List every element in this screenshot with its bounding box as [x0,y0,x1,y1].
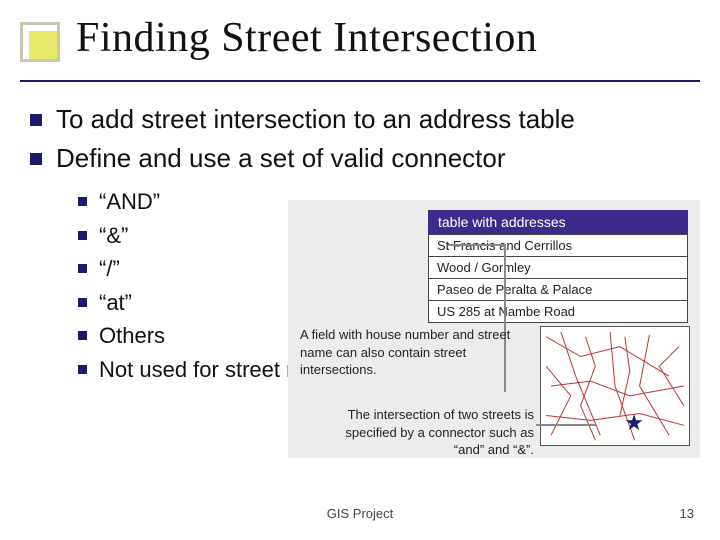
square-bullet-icon [78,365,87,374]
square-bullet-icon [78,264,87,273]
bullet-text: To add street intersection to an address… [56,104,575,135]
table-row: Wood / Gormley [429,257,688,279]
callout-line-icon [536,424,596,426]
page-number: 13 [680,506,694,521]
bullet-l1: To add street intersection to an address… [30,104,700,135]
title-bullet-icon [20,22,60,62]
table-cell: Wood / Gormley [429,257,688,279]
sub-bullet-text: “&” [99,222,128,250]
title-area: Finding Street Intersection [20,10,700,82]
figure-table: St Francis and Cerrillos Wood / Gormley … [428,234,688,323]
square-bullet-icon [78,231,87,240]
sub-bullet-text: “at” [99,289,132,317]
figure-table-header: table with addresses [428,210,688,234]
star-icon: ★ [624,410,644,436]
square-bullet-icon [30,153,42,165]
figure-caption: The intersection of two streets is speci… [312,406,534,459]
footer: GIS Project 13 [0,506,720,526]
table-row: Paseo de Peralta & Palace [429,279,688,301]
footer-text: GIS Project [327,506,393,521]
table-row: US 285 at Nambe Road [429,301,688,323]
bullet-l1: Define and use a set of valid connector [30,143,700,174]
square-bullet-icon [78,298,87,307]
slide-title: Finding Street Intersection [76,14,537,62]
square-bullet-icon [78,197,87,206]
figure-map [540,326,690,446]
figure-panel: table with addresses St Francis and Cerr… [288,200,700,458]
sub-bullet-text: Others [99,322,165,350]
sub-bullet-text: “/” [99,255,120,283]
table-cell: US 285 at Nambe Road [429,301,688,323]
map-icon [541,327,689,445]
square-bullet-icon [78,331,87,340]
figure-caption: A field with house number and street nam… [300,326,520,379]
sub-bullet-text: “AND” [99,188,160,216]
square-bullet-icon [30,114,42,126]
callout-line-icon [448,244,504,246]
table-cell: Paseo de Peralta & Palace [429,279,688,301]
bullet-text: Define and use a set of valid connector [56,143,506,174]
